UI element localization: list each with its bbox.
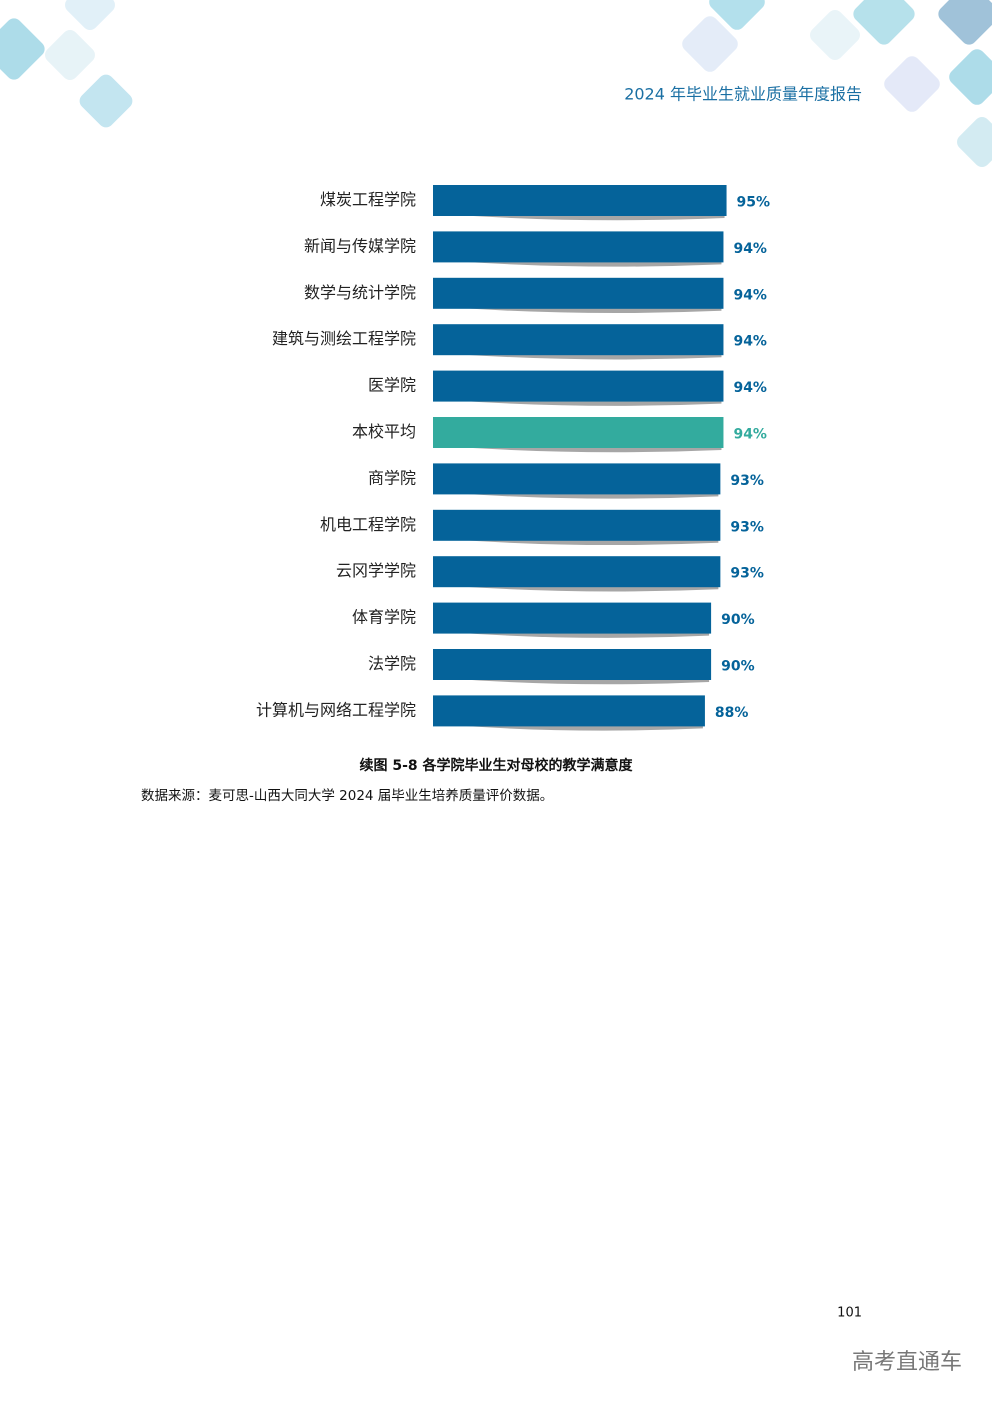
- caption: 续图 5-8 各学院毕业生对母校的教学满意度: [359, 757, 633, 774]
- category-label: 煤炭工程学院: [320, 190, 416, 209]
- bar: [433, 602, 712, 634]
- category-label: 云冈学学院: [336, 561, 416, 580]
- value-label: 94%: [733, 287, 767, 303]
- value-label: 94%: [733, 380, 767, 396]
- bar: [433, 277, 724, 309]
- category-label: 本校平均: [352, 422, 416, 441]
- bar: [433, 463, 721, 495]
- value-label: 94%: [733, 427, 767, 443]
- decoration: [0, 0, 992, 167]
- value-label: 90%: [721, 612, 755, 628]
- chart: 煤炭工程学院 95% 新闻与传媒学院 94% 数学与统计学院 94% 建筑与测绘工程学院 94…: [256, 185, 770, 731]
- category-label: 商学院: [368, 468, 416, 487]
- value-label: 95%: [737, 195, 771, 211]
- category-label: 医学院: [368, 376, 416, 395]
- category-label: 计算机与网络工程学院: [256, 700, 416, 719]
- source: 数据来源：麦可思-山西大同大学 2024 届毕业生培养质量评价数据。: [141, 788, 553, 804]
- category-label: 新闻与传媒学院: [304, 236, 416, 255]
- value-label: 94%: [733, 334, 767, 350]
- bar: [433, 556, 721, 588]
- bar: [433, 509, 721, 541]
- category-label: 法学院: [368, 654, 416, 673]
- category-label: 机电工程学院: [320, 515, 416, 534]
- value-label: 94%: [733, 241, 767, 257]
- value-label: 88%: [715, 705, 749, 721]
- value-label: 93%: [730, 473, 764, 489]
- category-label: 体育学院: [352, 608, 416, 627]
- category-label: 数学与统计学院: [304, 283, 416, 302]
- bar: [433, 649, 712, 680]
- value-label: 90%: [721, 659, 755, 675]
- value-label: 93%: [730, 519, 764, 535]
- bar: [433, 695, 705, 727]
- bar: [433, 185, 727, 216]
- bar: [433, 417, 724, 448]
- bar: [433, 231, 724, 263]
- header-title: 2024 年毕业生就业质量年度报告: [624, 85, 862, 104]
- bar: [433, 370, 724, 402]
- page-number: 101: [837, 1306, 862, 1321]
- value-label: 93%: [730, 566, 764, 582]
- bar: [433, 324, 724, 356]
- watermark: 高考直通车: [852, 1350, 962, 1375]
- category-label: 建筑与测绘工程学院: [272, 329, 416, 348]
